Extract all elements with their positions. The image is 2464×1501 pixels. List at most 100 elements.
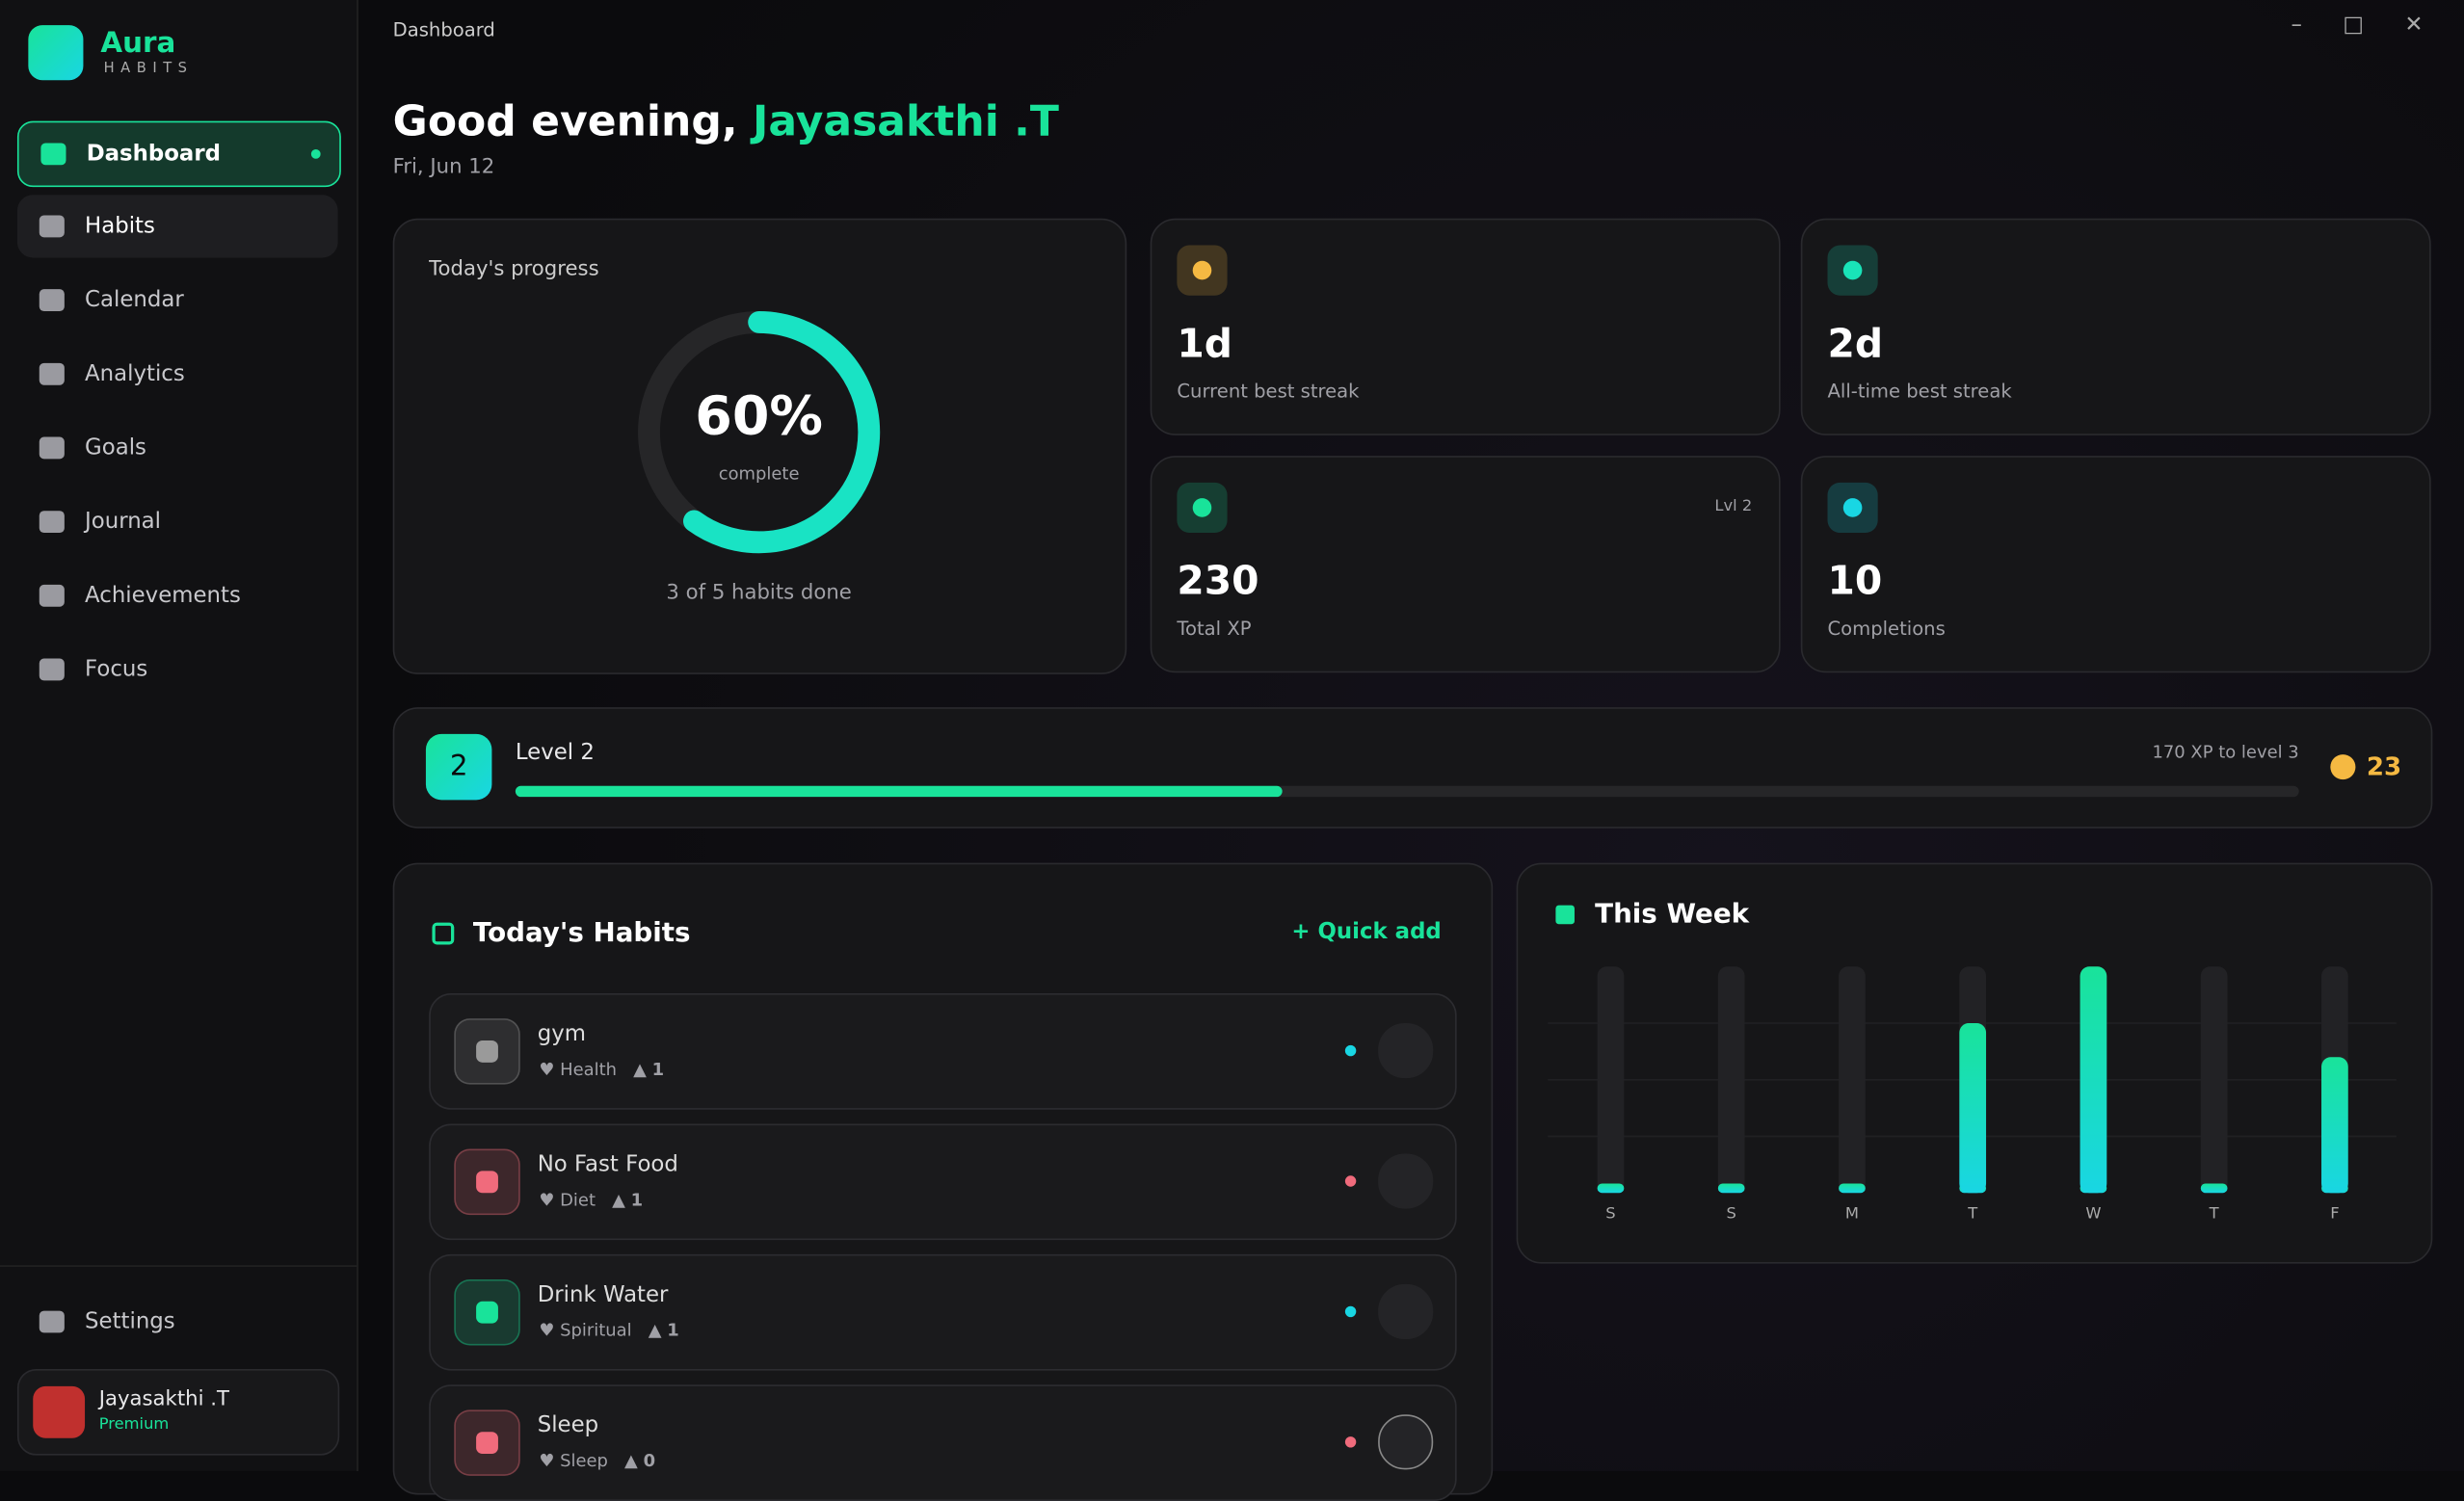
stat-icon (1177, 245, 1228, 296)
bar-base (1717, 1183, 1745, 1194)
habit-name: Sleep (537, 1412, 599, 1438)
progress-card (392, 218, 1127, 674)
bar-base (1839, 1183, 1866, 1194)
nav-item[interactable]: Calendar (17, 269, 338, 331)
habit-dot (1344, 1436, 1357, 1448)
x-tick-label: S (1727, 1203, 1736, 1222)
date: Fri, Jun 12 (392, 155, 495, 179)
level-card (392, 707, 2433, 829)
stat-label: Current best streak (1177, 380, 1360, 403)
habit-row[interactable] (429, 1384, 1457, 1501)
logo (28, 25, 84, 81)
habit-meta: ♥ Sleep ▲ 0 (539, 1450, 656, 1471)
habit-icon (454, 1148, 520, 1216)
level-badge: 2 (425, 733, 492, 801)
bar (2080, 966, 2107, 1194)
habit-check[interactable] (1378, 1414, 1434, 1470)
nav-item[interactable]: Analytics (17, 343, 338, 406)
habit-category: Spiritual (560, 1320, 632, 1341)
settings[interactable]: Settings (17, 1290, 338, 1353)
habit-category: Diet (560, 1189, 596, 1211)
habit-streak: 0 (643, 1450, 656, 1471)
avatar (33, 1385, 86, 1438)
stat-icon (1827, 482, 1878, 534)
bar (1959, 1023, 1987, 1194)
x-tick-label: F (2330, 1203, 2339, 1222)
coin-icon (2330, 754, 2356, 780)
level-title: Level 2 (515, 740, 595, 766)
habit-name: gym (537, 1021, 586, 1047)
level-bar (515, 785, 1283, 798)
stat-value: 230 (1177, 558, 1259, 604)
bar-track (1839, 966, 1866, 1194)
bar-base (2200, 1183, 2228, 1194)
stat-label: Completions (1827, 618, 1946, 640)
habit-meta: ♥ Diet ▲ 1 (539, 1189, 644, 1211)
habit-streak: 1 (651, 1059, 665, 1080)
stat-card (1800, 456, 2431, 673)
habit-icon (454, 1278, 520, 1346)
nav-label: Journal (85, 509, 162, 535)
habit-check[interactable] (1378, 1153, 1434, 1209)
greeting: Good evening, Jayasakthi .T (393, 97, 1059, 146)
habit-streak: 1 (667, 1320, 679, 1341)
stat-card (1150, 218, 1781, 435)
stat-value: 10 (1827, 558, 1883, 604)
quick-add[interactable]: + Quick add (1291, 919, 1442, 945)
bar-track (1717, 966, 1745, 1194)
habits-title: Today's Habits (472, 917, 691, 950)
nav-item[interactable]: Focus (17, 638, 338, 700)
brand-tagline: HABITS (103, 61, 194, 77)
coins: 23 (2366, 750, 2402, 781)
x-tick-label: M (1845, 1203, 1859, 1222)
nav-label: Goals (85, 434, 146, 461)
habit-row[interactable] (429, 1253, 1457, 1371)
habit-check[interactable] (1378, 1023, 1434, 1079)
habit-row[interactable] (429, 1123, 1457, 1241)
bar (2321, 1057, 2348, 1194)
nav-label: Calendar (85, 287, 184, 313)
nav-label: Focus (85, 656, 148, 683)
stat-card (1150, 456, 1781, 673)
nav-label: Dashboard (86, 141, 221, 167)
x-tick-label: T (1967, 1203, 1977, 1222)
greeting-text: Good evening, (392, 97, 738, 146)
nav-label: Habits (85, 213, 155, 239)
stat-label: All-time best streak (1827, 380, 2012, 403)
progress-summary: 3 of 5 habits done (666, 581, 852, 606)
stat-value: 2d (1827, 320, 1884, 367)
nav-item[interactable]: Journal (17, 490, 338, 553)
habit-row[interactable] (429, 993, 1457, 1110)
habit-name: No Fast Food (537, 1151, 678, 1177)
habit-dot (1344, 1044, 1357, 1057)
progress-ring (638, 311, 881, 554)
user-plan: Premium (98, 1415, 170, 1434)
nav-item[interactable]: Achievements (17, 565, 338, 627)
habit-streak: 1 (630, 1189, 644, 1211)
habit-category: Health (560, 1059, 618, 1080)
nav-item[interactable]: Goals (17, 416, 338, 479)
week-title: This Week (1595, 899, 1750, 931)
stat-value: 1d (1177, 320, 1232, 367)
habit-category: Sleep (560, 1450, 608, 1471)
habit-name: Drink Water (537, 1282, 669, 1308)
habit-check[interactable] (1378, 1283, 1434, 1339)
quick-add-label: Quick add (1317, 919, 1442, 945)
habit-dot (1344, 1305, 1357, 1318)
stat-card (1800, 218, 2431, 435)
greeting-name: Jayasakthi .T (752, 97, 1059, 146)
habit-meta: ♥ Spiritual ▲ 1 (539, 1320, 679, 1341)
settings-label: Settings (85, 1308, 175, 1335)
bar-track (2200, 966, 2228, 1194)
progress-title: Today's progress (429, 257, 599, 282)
habit-dot (1344, 1175, 1357, 1187)
nav-label: Achievements (85, 583, 241, 609)
nav-item[interactable]: Habits (16, 195, 338, 258)
user-name: Jayasakthi .T (98, 1387, 229, 1411)
stat-badge: Lvl 2 (1714, 498, 1753, 516)
nav-item[interactable]: Dashboard (16, 120, 341, 188)
x-tick-label: T (2209, 1203, 2219, 1222)
window-controls[interactable]: –□✕ (2291, 13, 2464, 39)
